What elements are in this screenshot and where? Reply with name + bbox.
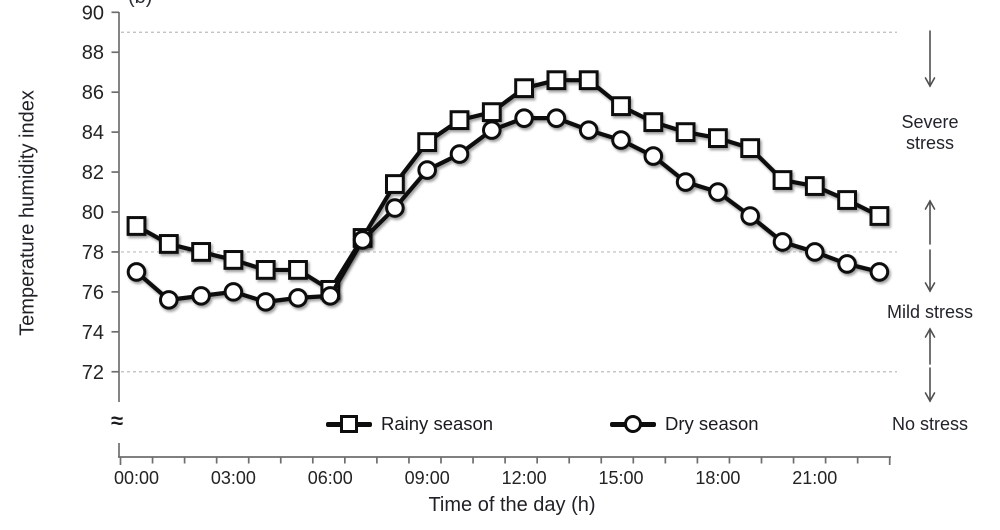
dry-season-point xyxy=(126,262,147,282)
dry-season-point xyxy=(805,242,825,262)
rainy-season-point xyxy=(675,122,696,143)
dry-season-point xyxy=(514,108,534,128)
stress-arrows xyxy=(924,30,936,403)
series-circle xyxy=(126,108,890,312)
mild-stress-label: Mild stress xyxy=(886,302,973,322)
rainy-season-line xyxy=(134,78,882,292)
rainy-season-point xyxy=(772,170,793,190)
dry-season-point xyxy=(223,282,244,302)
y-axis-break-symbol: ≈ xyxy=(111,408,124,433)
y-tick-label: 78 xyxy=(82,242,104,264)
legend-label: Rainy season xyxy=(381,413,494,434)
x-tick-label: 03:00 xyxy=(211,468,256,488)
dry-season-point xyxy=(320,286,341,306)
rainy-season-point xyxy=(708,128,728,149)
rainy-season-point xyxy=(481,102,502,123)
dry-season-point xyxy=(352,230,373,250)
panel-label: (b) xyxy=(128,0,152,9)
x-tick-label: 18:00 xyxy=(695,468,740,488)
rainy-season-point xyxy=(255,260,276,280)
rainy-season-point xyxy=(611,96,631,117)
y-tick-label: 76 xyxy=(82,282,104,304)
dry-season-point xyxy=(611,130,631,150)
open-circle-icon xyxy=(624,415,642,433)
rainy-season-point xyxy=(126,216,147,236)
dry-season-point xyxy=(288,288,308,308)
series-square xyxy=(126,70,890,300)
y-tick-label: 90 xyxy=(82,2,104,24)
dry-season-point xyxy=(385,198,405,218)
x-tick-label: 06:00 xyxy=(308,468,353,488)
legend-item-dry-season: Dry season xyxy=(610,412,759,436)
y-tick-label: 72 xyxy=(82,362,104,384)
rainy-season-point xyxy=(578,70,599,91)
rainy-season-point xyxy=(740,138,761,158)
dry-season-point xyxy=(159,290,179,310)
dry-season-point xyxy=(546,108,567,128)
legend-label: Dry season xyxy=(665,413,759,434)
dry-season-point xyxy=(708,182,728,202)
rainy-season-point xyxy=(449,110,470,131)
rainy-season-point xyxy=(546,70,567,91)
open-square-icon xyxy=(340,415,358,433)
dry-season-point xyxy=(643,146,664,166)
axes xyxy=(111,11,891,465)
rainy-season-point xyxy=(223,250,244,270)
rainy-season-point xyxy=(158,234,179,254)
y-tick-label: 74 xyxy=(82,322,104,344)
x-axis-title: Time of the day (h) xyxy=(428,494,596,516)
legend-item-rainy-season: Rainy season xyxy=(326,412,493,436)
y-tick-label: 86 xyxy=(82,82,104,104)
x-tick-label: 00:00 xyxy=(114,468,159,488)
up-arrow-icon-head xyxy=(924,199,936,210)
rainy-season-point xyxy=(288,260,308,280)
x-tick-label: 09:00 xyxy=(405,468,450,488)
down-arrow-icon-head xyxy=(924,77,936,88)
severe-stress-label: Severe stress xyxy=(901,112,959,153)
dry-season-point xyxy=(772,232,793,252)
rainy-season-point xyxy=(385,174,405,194)
dry-season-point xyxy=(837,254,857,274)
dry-season-point xyxy=(578,120,599,140)
dry-season-point xyxy=(482,120,502,140)
dry-season-point xyxy=(191,286,211,306)
dry-season-point xyxy=(740,206,761,226)
y-tick-label: 82 xyxy=(82,162,104,184)
rainy-season-point xyxy=(643,112,664,133)
down-arrow-icon-head xyxy=(924,282,936,293)
x-tick-label: 21:00 xyxy=(792,468,837,488)
rainy-season-point xyxy=(869,206,890,226)
dry-season-circle-marker-icon xyxy=(610,412,656,436)
y-tick-label: 84 xyxy=(82,122,104,144)
dry-season-point xyxy=(449,144,470,164)
y-axis-title: Temperature humidity index xyxy=(16,90,39,336)
dry-season-point xyxy=(255,292,276,312)
x-tick-label: 15:00 xyxy=(598,468,643,488)
rainy-season-point xyxy=(191,242,211,262)
x-tick-label: 12:00 xyxy=(502,468,547,488)
dry-season-line xyxy=(134,116,882,304)
up-arrow-icon-head xyxy=(924,327,936,338)
dry-season-point xyxy=(675,172,696,192)
down-arrow-icon-head xyxy=(924,392,936,403)
rainy-season-point xyxy=(514,78,535,99)
rainy-season-point xyxy=(417,132,438,153)
dry-season-point xyxy=(417,160,438,180)
dry-season-point xyxy=(869,262,890,282)
rainy-season-point xyxy=(804,176,825,196)
rainy-season-square-marker-icon xyxy=(326,412,372,436)
y-tick-label: 80 xyxy=(82,202,104,224)
no-stress-label: No stress xyxy=(891,414,969,434)
y-tick-label: 88 xyxy=(82,42,104,64)
rainy-season-point xyxy=(837,190,858,210)
